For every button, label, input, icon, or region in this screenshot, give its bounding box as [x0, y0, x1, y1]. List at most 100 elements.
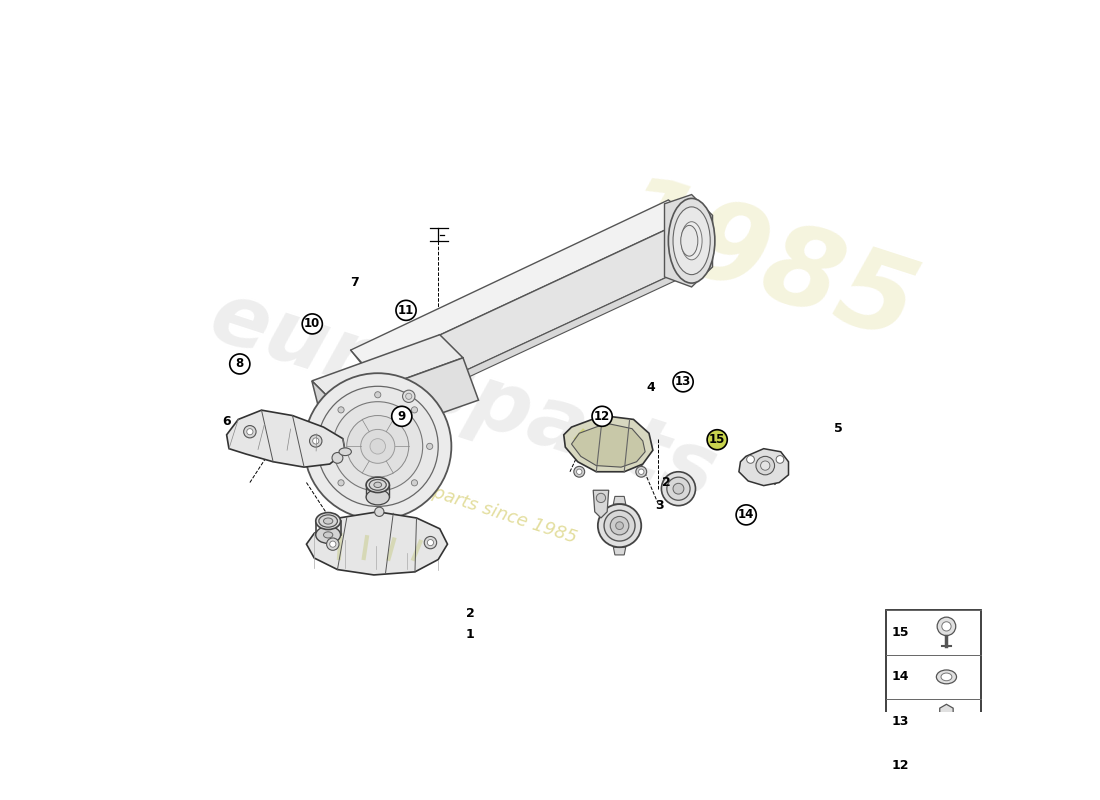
Polygon shape [351, 200, 692, 370]
Circle shape [616, 522, 624, 530]
Ellipse shape [339, 448, 351, 455]
Text: 5: 5 [834, 422, 843, 435]
Text: 2: 2 [662, 476, 670, 490]
Polygon shape [307, 512, 448, 575]
Circle shape [302, 314, 322, 334]
Circle shape [937, 617, 956, 636]
Text: 12: 12 [594, 410, 610, 423]
Text: 14: 14 [891, 670, 909, 683]
Text: 15: 15 [710, 434, 725, 446]
Polygon shape [336, 358, 478, 446]
Text: 8: 8 [235, 358, 244, 370]
Circle shape [411, 406, 418, 413]
Polygon shape [312, 381, 346, 446]
Ellipse shape [366, 490, 389, 505]
Circle shape [636, 466, 647, 477]
Circle shape [346, 415, 409, 477]
Polygon shape [227, 410, 345, 467]
Text: 12: 12 [891, 759, 909, 772]
Circle shape [661, 472, 695, 506]
Circle shape [576, 469, 582, 474]
Text: 15: 15 [891, 626, 909, 639]
Circle shape [330, 541, 336, 547]
Circle shape [411, 480, 418, 486]
Polygon shape [939, 704, 954, 720]
Text: 11: 11 [398, 304, 415, 317]
Circle shape [392, 406, 411, 426]
Polygon shape [572, 423, 645, 467]
Circle shape [760, 461, 770, 470]
Text: 13: 13 [891, 714, 909, 728]
Circle shape [246, 429, 253, 435]
Ellipse shape [319, 515, 338, 527]
Text: 14: 14 [738, 508, 755, 522]
Text: 10: 10 [304, 318, 320, 330]
Circle shape [396, 300, 416, 320]
Ellipse shape [681, 222, 702, 260]
Circle shape [406, 394, 411, 399]
Text: eurosparts: eurosparts [199, 275, 726, 518]
Polygon shape [664, 194, 713, 287]
Ellipse shape [681, 226, 697, 256]
Text: 2: 2 [465, 607, 474, 620]
Text: 9: 9 [398, 410, 406, 423]
Ellipse shape [688, 232, 696, 250]
Circle shape [304, 373, 451, 519]
Circle shape [942, 622, 952, 631]
Circle shape [427, 443, 432, 450]
Circle shape [592, 406, 613, 426]
Circle shape [230, 354, 250, 374]
Polygon shape [366, 218, 695, 415]
Circle shape [322, 443, 329, 450]
Polygon shape [312, 334, 463, 404]
Polygon shape [942, 747, 952, 759]
Ellipse shape [366, 477, 389, 493]
Circle shape [375, 495, 381, 501]
Ellipse shape [370, 479, 386, 490]
Ellipse shape [940, 673, 952, 681]
Circle shape [747, 455, 755, 463]
Polygon shape [614, 496, 626, 504]
Polygon shape [739, 449, 789, 486]
Circle shape [327, 538, 339, 550]
Polygon shape [942, 791, 952, 800]
Circle shape [707, 430, 727, 450]
Ellipse shape [374, 482, 382, 487]
Circle shape [673, 372, 693, 392]
Ellipse shape [323, 532, 333, 538]
Text: 1: 1 [465, 629, 474, 642]
Circle shape [338, 406, 344, 413]
Text: 4: 4 [647, 382, 656, 394]
Polygon shape [563, 415, 653, 472]
Circle shape [673, 483, 684, 494]
Ellipse shape [936, 670, 957, 684]
Circle shape [403, 390, 415, 402]
Circle shape [777, 455, 784, 463]
Circle shape [309, 434, 322, 447]
Text: a passion for parts since 1985: a passion for parts since 1985 [316, 446, 580, 547]
Circle shape [370, 438, 385, 454]
Circle shape [597, 504, 641, 547]
Circle shape [574, 466, 585, 477]
Text: 3: 3 [654, 499, 663, 512]
Circle shape [375, 392, 381, 398]
Circle shape [756, 456, 774, 475]
Circle shape [610, 517, 629, 535]
Ellipse shape [673, 207, 711, 274]
Ellipse shape [669, 198, 715, 283]
Circle shape [667, 477, 690, 500]
Text: 1985: 1985 [602, 166, 930, 364]
Circle shape [338, 480, 344, 486]
Ellipse shape [323, 518, 333, 524]
Polygon shape [353, 264, 695, 431]
Circle shape [333, 402, 422, 491]
Polygon shape [886, 610, 981, 800]
Circle shape [427, 539, 433, 546]
Ellipse shape [316, 513, 341, 530]
Circle shape [736, 505, 757, 525]
Circle shape [604, 510, 635, 541]
Text: 6: 6 [222, 414, 231, 428]
Circle shape [425, 537, 437, 549]
Polygon shape [614, 547, 626, 555]
Ellipse shape [316, 526, 341, 543]
